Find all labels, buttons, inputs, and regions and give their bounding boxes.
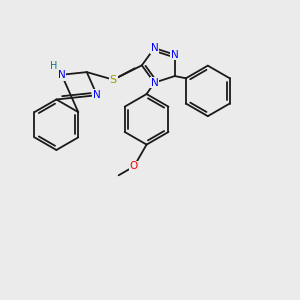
Text: N: N — [151, 43, 158, 53]
Text: N: N — [171, 50, 178, 60]
Text: S: S — [110, 75, 117, 85]
Text: N: N — [93, 90, 101, 100]
Text: H: H — [50, 61, 58, 71]
Text: N: N — [151, 78, 158, 88]
Text: O: O — [130, 161, 138, 172]
Text: N: N — [58, 70, 65, 80]
